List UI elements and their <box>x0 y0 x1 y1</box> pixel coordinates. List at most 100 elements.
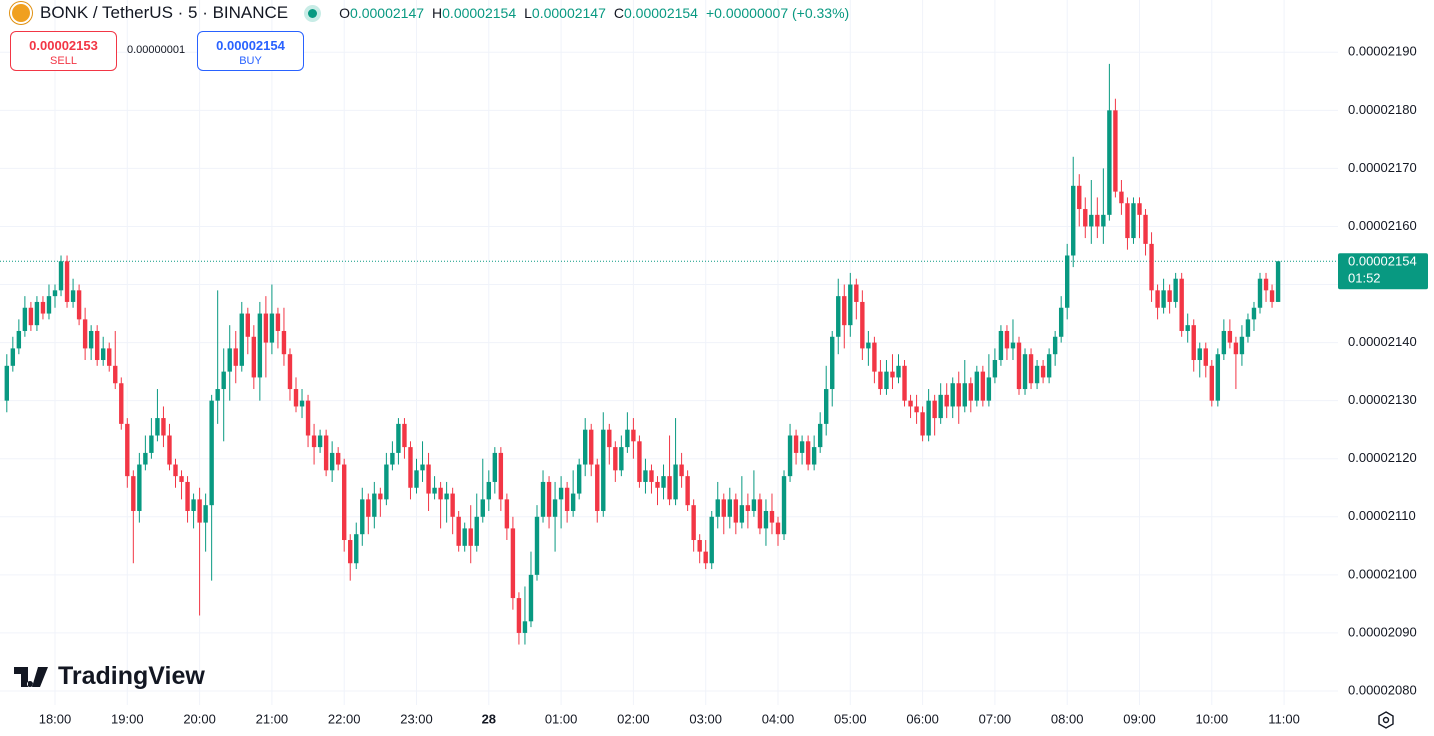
candle-body <box>799 441 805 453</box>
market-status <box>308 8 318 18</box>
candle-body <box>64 261 70 302</box>
watermark: TradingView <box>14 662 205 691</box>
candle-body <box>408 447 413 488</box>
candle-body <box>185 481 190 511</box>
y-tick-label: 0.00002110 <box>1348 508 1416 523</box>
candle-body <box>787 435 793 477</box>
last-price-label: 0.00002154 <box>1348 254 1417 269</box>
symbol[interactable]: BONK / TetherUS · 5 · BINANCE <box>40 3 289 22</box>
candle-body <box>323 435 329 471</box>
candle-body <box>842 296 847 326</box>
candle-body <box>263 313 269 343</box>
candle-body <box>16 330 22 349</box>
y-tick-label: 0.00002080 <box>1348 682 1417 697</box>
sell-button[interactable]: 0.00002153 SELL <box>10 31 117 71</box>
candle-body <box>215 389 220 401</box>
y-tick-label: 0.00002140 <box>1348 334 1417 349</box>
candle-body <box>438 487 443 500</box>
candle-body <box>938 394 943 419</box>
candle-body <box>775 522 781 535</box>
candle-body <box>4 365 9 401</box>
candle-body <box>1257 278 1263 308</box>
candle-body <box>432 487 437 494</box>
sell-label: SELL <box>50 55 77 67</box>
candle-body <box>1101 214 1106 227</box>
candle-body <box>1209 365 1214 401</box>
x-tick-label: 20:00 <box>183 711 216 726</box>
candle-body <box>342 464 347 541</box>
buy-button[interactable]: 0.00002154 BUY <box>197 31 304 71</box>
settings-icon[interactable] <box>1376 710 1396 730</box>
candle-body <box>1221 330 1227 355</box>
candle-body <box>890 371 895 378</box>
candle-body <box>335 452 341 465</box>
candle-body <box>564 487 570 511</box>
candle-body <box>245 313 250 337</box>
candle-body <box>414 470 419 488</box>
x-tick-label: 07:00 <box>979 711 1012 726</box>
grid <box>0 0 1338 705</box>
candle-body <box>1058 307 1064 337</box>
candle-body <box>1203 348 1208 366</box>
candle-body <box>715 499 720 517</box>
candle-body <box>161 418 166 436</box>
candle-body <box>589 429 594 465</box>
x-tick-label: 06:00 <box>906 711 939 726</box>
candle-body <box>1004 330 1010 349</box>
candle-body <box>781 476 787 535</box>
candle-body <box>1137 203 1142 215</box>
candle-body <box>1052 336 1058 355</box>
y-tick-label: 0.00002170 <box>1348 160 1417 175</box>
candle-body <box>1155 290 1160 308</box>
candle-body <box>679 464 684 477</box>
candle-body <box>191 499 196 511</box>
candle-body <box>462 528 467 546</box>
candle-body <box>540 481 546 517</box>
candle-body <box>1046 354 1052 378</box>
x-tick-label: 03:00 <box>689 711 722 726</box>
candle-body <box>751 499 757 511</box>
candle-body <box>390 452 395 465</box>
candle-body <box>1149 243 1154 291</box>
candle-body <box>703 551 708 564</box>
candle-body <box>727 499 732 517</box>
candle-body <box>1161 290 1166 308</box>
x-tick-label: 08:00 <box>1051 711 1084 726</box>
candle-body <box>504 499 510 529</box>
candle-body <box>655 481 660 488</box>
candle-body <box>968 383 973 401</box>
candle-body <box>311 435 317 448</box>
ohlc-key: O <box>339 5 351 21</box>
candle-body <box>426 464 431 494</box>
candle-body <box>878 371 883 390</box>
candle-body <box>179 476 184 482</box>
candle-body <box>1071 185 1076 256</box>
candle-body <box>570 493 576 511</box>
candle-body <box>233 348 238 366</box>
candle-body <box>474 516 479 546</box>
candle-body <box>1191 325 1196 361</box>
ohlc-value: 0.00002147 <box>531 5 606 21</box>
candle-body <box>1197 348 1202 361</box>
candle-body <box>269 313 275 343</box>
x-tick-label: 28 <box>482 711 496 726</box>
y-tick-label: 0.00002120 <box>1348 450 1417 465</box>
candle-body <box>173 464 178 477</box>
candle-body <box>944 394 949 407</box>
candle-body <box>992 360 998 378</box>
candle-body <box>830 336 835 390</box>
candle-body <box>607 429 612 448</box>
candle-body <box>824 389 829 424</box>
candle-body <box>143 452 148 465</box>
candle-body <box>1233 342 1239 355</box>
candle-body <box>354 534 359 564</box>
last-price-tag <box>1338 253 1428 290</box>
candle-body <box>402 423 407 448</box>
x-tick-label: 01:00 <box>545 711 578 726</box>
y-tick-label: 0.00002100 <box>1348 566 1417 581</box>
candle-body <box>1022 354 1028 390</box>
x-tick-label: 21:00 <box>256 711 289 726</box>
candle-body <box>516 598 522 633</box>
ohlc-item: C0.00002154 <box>614 5 698 21</box>
